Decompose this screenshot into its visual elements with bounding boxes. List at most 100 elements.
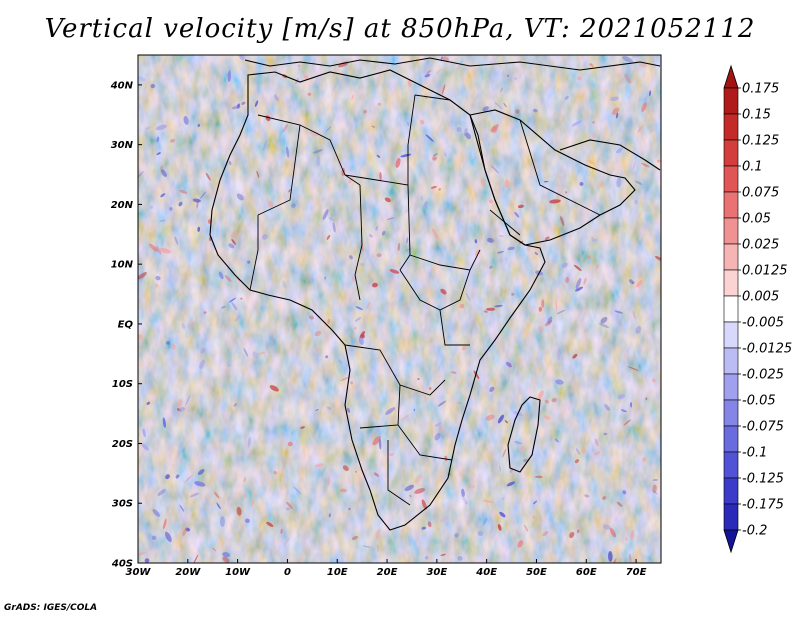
colorbar-swatch — [723, 165, 739, 193]
field-speck — [496, 250, 505, 254]
field-speck — [482, 106, 489, 112]
field-speck — [573, 264, 582, 272]
colorbar-label: -0.2 — [742, 524, 767, 539]
field-speck — [437, 85, 443, 97]
field-speck — [498, 235, 504, 237]
field-speck — [328, 513, 331, 518]
field-speck — [312, 149, 324, 154]
field-speck — [615, 112, 619, 119]
field-speck — [497, 414, 505, 424]
field-speck — [397, 242, 401, 251]
field-speck — [250, 500, 255, 507]
field-speck — [414, 488, 426, 494]
field-speck — [624, 537, 629, 541]
field-speck — [369, 234, 373, 238]
field-speck — [231, 301, 238, 311]
field-speck — [602, 496, 607, 500]
field-speck — [620, 409, 627, 413]
field-speck — [287, 441, 293, 447]
field-speck — [504, 420, 508, 424]
field-speck — [243, 347, 249, 357]
colorbar-label: 0.125 — [742, 134, 779, 149]
field-speck — [325, 355, 329, 359]
field-speck — [442, 56, 449, 62]
arabian-peninsula-coastline — [469, 109, 636, 246]
field-speck — [326, 126, 332, 132]
field-speck — [494, 304, 503, 308]
field-speck — [617, 394, 626, 400]
field-speck — [465, 132, 471, 140]
field-speck — [192, 198, 201, 203]
field-speck — [579, 181, 584, 186]
field-speck — [556, 348, 561, 361]
field-speck — [554, 438, 560, 443]
field-speck — [541, 299, 545, 308]
field-speck — [534, 475, 544, 479]
field-speck — [269, 385, 279, 392]
field-speck — [599, 323, 609, 328]
field-speck — [227, 363, 232, 367]
field-speck — [138, 171, 144, 178]
field-speck — [262, 139, 268, 152]
field-speck — [228, 297, 237, 303]
field-speck — [407, 79, 412, 88]
field-speck — [477, 530, 484, 536]
field-speck — [511, 292, 515, 296]
field-speck — [183, 116, 189, 125]
colorbar-label: 0.025 — [742, 238, 779, 253]
field-speck — [178, 201, 183, 207]
field-speck — [506, 74, 509, 77]
lon-tick-label: 70E — [626, 567, 647, 578]
colorbar-bottom-arrow — [723, 529, 739, 554]
field-speck — [213, 491, 220, 499]
field-speck — [436, 68, 442, 74]
field-speck — [157, 489, 166, 496]
field-speck — [315, 409, 319, 411]
field-speck — [156, 152, 161, 155]
field-speck — [474, 249, 480, 256]
field-speck — [490, 165, 499, 174]
lat-tick-label: 10N — [111, 260, 134, 271]
field-speck — [571, 120, 582, 127]
field-speck — [142, 428, 146, 438]
field-speck — [359, 262, 365, 266]
field-speck — [456, 127, 462, 133]
field-speck — [532, 515, 536, 519]
field-speck — [326, 477, 330, 487]
field-speck — [652, 490, 658, 495]
field-speck — [494, 101, 503, 110]
field-speck — [178, 407, 186, 412]
field-speck — [504, 179, 510, 189]
lon-tick-label: 10E — [327, 567, 348, 578]
field-speck — [623, 419, 631, 426]
field-speck — [634, 180, 643, 185]
colorbar-swatch — [723, 425, 739, 453]
lon-tick-label: 40E — [475, 567, 497, 578]
grads-credit: GrADS: IGES/COLA — [4, 603, 98, 613]
border-line — [344, 174, 411, 271]
field-speck — [349, 255, 353, 260]
field-speck — [538, 306, 543, 312]
field-speck — [556, 309, 566, 315]
field-speck — [543, 415, 551, 420]
field-speck — [159, 247, 171, 254]
field-speck — [444, 152, 447, 157]
field-speck — [614, 310, 624, 314]
field-speck — [156, 245, 162, 255]
field-speck — [560, 216, 565, 227]
field-speck — [502, 448, 507, 458]
border-line — [439, 309, 470, 346]
field-speck — [337, 359, 343, 364]
field-speck — [461, 494, 468, 505]
field-speck — [379, 171, 382, 181]
field-speck — [218, 271, 224, 280]
colorbar-swatch — [723, 295, 739, 323]
field-speck — [599, 181, 605, 188]
field-speck — [575, 286, 584, 292]
field-speck — [457, 555, 463, 561]
field-speck — [159, 219, 166, 222]
field-speck — [459, 303, 465, 309]
field-speck — [594, 238, 598, 242]
field-speck — [551, 397, 557, 403]
field-speck — [386, 217, 395, 220]
